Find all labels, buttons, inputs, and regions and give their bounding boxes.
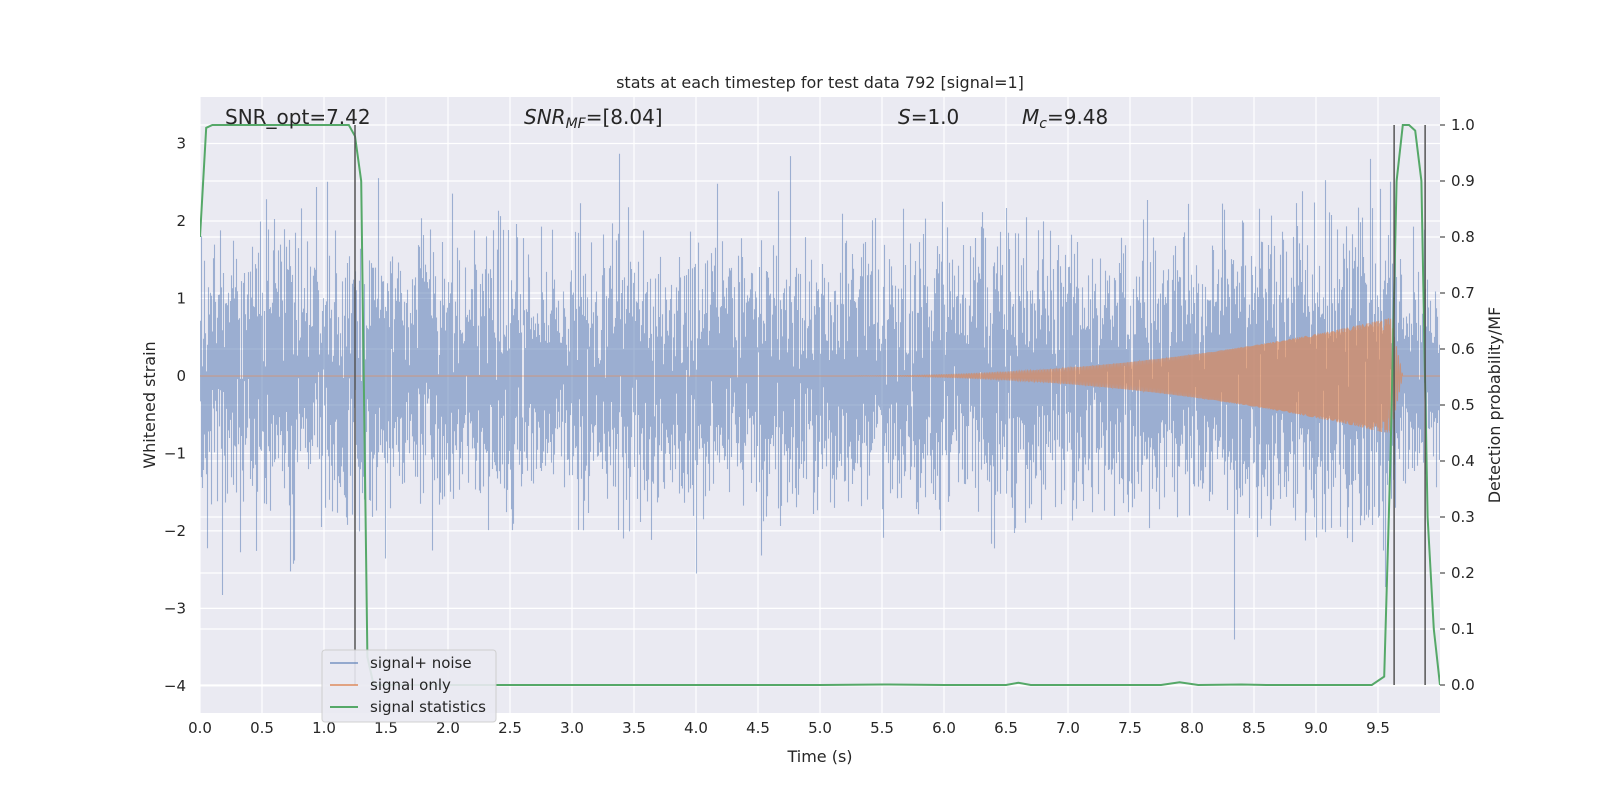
y-tick-label: 0 xyxy=(176,367,186,385)
x-axis-label: Time (s) xyxy=(786,747,852,766)
legend-label-signal-noise: signal+ noise xyxy=(370,654,472,672)
legend-label-signal-only: signal only xyxy=(370,676,451,694)
chart-title: stats at each timestep for test data 792… xyxy=(616,73,1024,92)
y-right-tick-label: 0.2 xyxy=(1451,564,1475,582)
data-layer xyxy=(200,124,1440,687)
x-tick-label: 1.0 xyxy=(312,719,336,737)
x-tick-label: 5.0 xyxy=(808,719,832,737)
y-tick-label: −4 xyxy=(164,677,186,695)
x-tick-label: 3.0 xyxy=(560,719,584,737)
series-signal-noise xyxy=(200,153,1440,640)
x-tick-label: 0.0 xyxy=(188,719,212,737)
x-tick-label: 9.0 xyxy=(1304,719,1328,737)
y-right-tick-label: 0.1 xyxy=(1451,620,1475,638)
y-right-tick-label: 1.0 xyxy=(1451,116,1475,134)
y-right-tick-label: 0.0 xyxy=(1451,676,1475,694)
x-tick-label: 7.0 xyxy=(1056,719,1080,737)
x-axis-ticks: 0.0 0.5 1.0 1.5 2.0 2.5 3.0 3.5 4.0 4.5 5.0 5.5 6.0 6… xyxy=(188,719,1390,737)
y-right-tick-label: 0.8 xyxy=(1451,228,1475,246)
y-tick-label: −3 xyxy=(164,599,186,617)
x-tick-label: 6.0 xyxy=(932,719,956,737)
y-right-tick-label: 0.7 xyxy=(1451,284,1475,302)
legend-box xyxy=(321,649,497,723)
annotation-mc: Mc=9.48 xyxy=(1022,105,1108,132)
x-tick-label: 0.5 xyxy=(250,719,274,737)
y-right-tick-label: 0.6 xyxy=(1451,340,1475,358)
y-right-tick-label: 0.5 xyxy=(1451,396,1475,414)
x-tick-label: 7.5 xyxy=(1118,719,1142,737)
annotation-snr-opt: SNR_opt=7.42 xyxy=(225,105,371,129)
x-tick-label: 1.5 xyxy=(374,719,398,737)
y-right-tick-label: 0.9 xyxy=(1451,172,1475,190)
x-tick-label: 6.5 xyxy=(994,719,1018,737)
y-right-axis-ticks: 1.0 0.9 0.8 0.7 0.6 0.5 0.4 0.3 0.2 0.1 0.0 xyxy=(1440,116,1475,694)
y-tick-label: 1 xyxy=(176,289,186,307)
x-tick-label: 5.5 xyxy=(870,719,894,737)
y-right-axis-label: Detection probability/MF xyxy=(1485,307,1504,504)
y-tick-label: −1 xyxy=(164,444,186,462)
series-signal-only xyxy=(200,318,1440,434)
x-tick-label: 4.0 xyxy=(684,719,708,737)
x-tick-label: 2.5 xyxy=(498,719,522,737)
legend-label-signal-statistics: signal statistics xyxy=(370,698,486,716)
x-tick-label: 3.5 xyxy=(622,719,646,737)
legend: signal+ noise signal only signal statist… xyxy=(321,649,497,723)
y-right-tick-label: 0.4 xyxy=(1451,452,1475,470)
y-tick-label: −2 xyxy=(164,522,186,540)
y-axis-ticks: 3 2 1 0 −1 −2 −3 −4 xyxy=(164,134,186,694)
annotation-snr-mf: SNRMF=[8.04] xyxy=(524,105,663,132)
x-tick-label: 9.5 xyxy=(1366,719,1390,737)
series-signal-statistics xyxy=(200,124,1440,687)
x-tick-label: 2.0 xyxy=(436,719,460,737)
vertical-markers xyxy=(354,125,1426,685)
x-tick-label: 8.0 xyxy=(1180,719,1204,737)
x-tick-label: 4.5 xyxy=(746,719,770,737)
x-tick-label: 8.5 xyxy=(1242,719,1266,737)
y-axis-label: Whitened strain xyxy=(140,341,159,468)
y-tick-label: 3 xyxy=(176,134,186,152)
y-tick-label: 2 xyxy=(176,212,186,230)
annotation-s: S=1.0 xyxy=(898,105,959,129)
plot-area xyxy=(200,124,1440,687)
y-right-tick-label: 0.3 xyxy=(1451,508,1475,526)
